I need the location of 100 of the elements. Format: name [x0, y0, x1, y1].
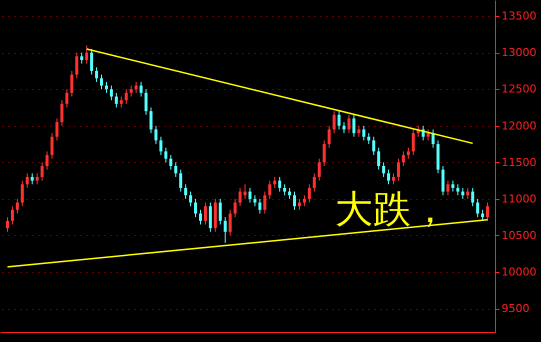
candlestick [461, 187, 464, 200]
candlestick [342, 122, 346, 134]
candlestick [6, 216, 9, 232]
candlestick [328, 125, 331, 148]
candlestick [85, 44, 88, 64]
candlestick [208, 202, 212, 232]
candlestick [244, 184, 247, 200]
candlestick [466, 187, 470, 200]
candlestick [169, 154, 172, 170]
candlestick [456, 184, 460, 196]
candlestick [174, 162, 178, 178]
y-tick-label: 12500 [502, 82, 536, 96]
candlestick [130, 85, 133, 98]
candlestick [80, 52, 84, 64]
candlestick [406, 147, 410, 160]
candlestick [228, 209, 232, 236]
candlestick [95, 66, 98, 82]
y-tick-label: 11000 [502, 192, 536, 206]
candlestick [268, 180, 272, 200]
candlestick [124, 88, 128, 104]
candlestick [308, 184, 311, 204]
candlestick [273, 176, 276, 188]
y-tick-label: 10500 [502, 228, 536, 242]
candlestick [184, 184, 188, 200]
candlestick [30, 172, 34, 185]
candlestick [392, 172, 395, 185]
candlestick [164, 147, 168, 163]
candlestick [20, 180, 24, 207]
candlestick [198, 209, 202, 225]
candlestick [26, 172, 29, 188]
candlestick [40, 162, 44, 182]
candlestick [396, 158, 400, 182]
candlestick [476, 198, 480, 218]
candlestick [234, 198, 237, 218]
candlestick [471, 187, 474, 207]
candlestick [114, 92, 118, 108]
candlestick [312, 172, 316, 192]
candlestick [36, 172, 39, 185]
candlestick [412, 128, 415, 156]
candlestick [70, 70, 74, 98]
candlestick [367, 132, 370, 145]
candlestick [402, 150, 405, 166]
candlestick [441, 166, 444, 196]
candlestick [481, 209, 484, 222]
candlestick [154, 125, 158, 145]
candlestick [253, 194, 256, 207]
candlestick [159, 136, 162, 156]
candlestick [179, 169, 182, 192]
candlestick [238, 187, 242, 207]
candlestick [218, 198, 222, 225]
candlestick [16, 198, 19, 214]
candlestick [134, 81, 138, 94]
candlestick [278, 176, 282, 192]
candlestick [144, 88, 148, 116]
candlestick [352, 114, 356, 138]
candlestick [486, 202, 490, 222]
candlestick [194, 198, 198, 218]
candlestick [55, 118, 58, 141]
candlestick [288, 187, 292, 200]
y-tick-label: 11500 [502, 156, 536, 169]
candlestick [446, 180, 450, 196]
candlestick [120, 96, 123, 108]
candlestick [372, 136, 376, 156]
candlestick [382, 162, 386, 178]
candlestick [451, 180, 454, 192]
candlestick [149, 107, 152, 134]
y-tick-label: 12000 [502, 119, 536, 132]
candlestick [322, 140, 326, 166]
candlestick [357, 125, 360, 138]
candlestick [302, 194, 306, 207]
candlestick [189, 191, 192, 207]
candlestick [387, 169, 390, 185]
candlestick [362, 125, 366, 141]
y-tick-label: 13500 [502, 10, 536, 23]
candlestick [50, 132, 54, 160]
candlestick [60, 100, 64, 126]
candlestick [283, 184, 286, 196]
candlestick [377, 147, 380, 170]
candlestick [293, 191, 296, 210]
candlestick [338, 110, 341, 130]
y-tick-label: 9500 [502, 302, 530, 316]
candlestick [347, 114, 350, 134]
candlestick [10, 206, 14, 225]
candlestick [204, 202, 207, 225]
candlestick [65, 88, 68, 108]
candlestick [75, 52, 78, 79]
candlestick [140, 81, 143, 98]
candlestick [110, 85, 113, 101]
candlestick [248, 187, 252, 204]
candlestick [100, 74, 104, 90]
candlestick [90, 48, 94, 76]
candlestick [258, 198, 262, 214]
candlestick [224, 216, 227, 244]
candlestick [298, 198, 301, 210]
candlestick [263, 191, 266, 214]
candlestick [318, 158, 321, 182]
y-tick-label: 10000 [502, 266, 536, 279]
y-tick-label: 13000 [502, 46, 536, 60]
candlestick [426, 128, 430, 141]
candlestick [332, 110, 336, 134]
